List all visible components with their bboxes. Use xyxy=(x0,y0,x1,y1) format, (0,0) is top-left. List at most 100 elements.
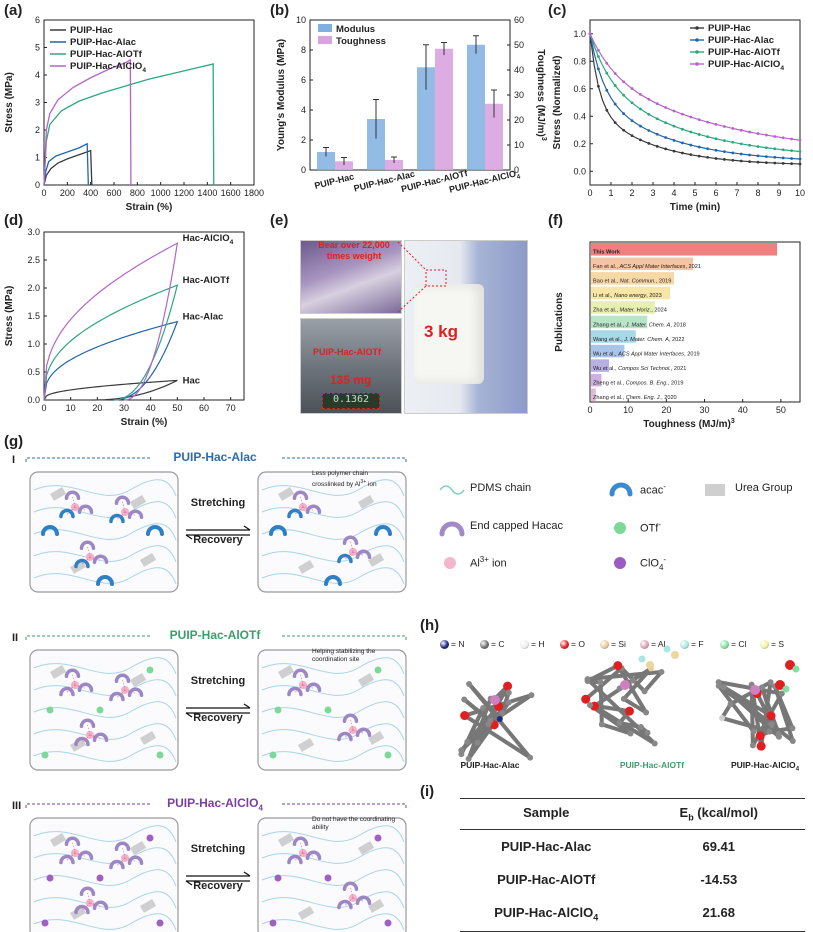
atom-swatch xyxy=(480,640,489,649)
series-line-alac xyxy=(589,33,801,160)
counter-ion xyxy=(274,706,282,714)
coordination-bond xyxy=(122,501,126,513)
urea-group xyxy=(278,833,295,847)
row-title: PUIP-Hac-Alac xyxy=(150,450,280,464)
x-tick-label: 800 xyxy=(130,188,145,198)
series-point xyxy=(714,122,718,126)
ligand xyxy=(342,535,359,546)
series-point xyxy=(756,154,760,158)
free-acac xyxy=(374,525,392,536)
series-line-alac xyxy=(43,142,89,186)
series-point xyxy=(613,121,617,125)
pdms-chain xyxy=(261,847,405,865)
ligand xyxy=(59,686,75,697)
toughness-bar xyxy=(591,388,596,401)
coordination-bond xyxy=(302,684,314,689)
chart-c-stress-relaxation: 0 1 2 3 4 5 6 7 8 9 10 0.0 0.2 0.4 0.6 0.8 1.0 Time (min)… xyxy=(552,19,805,213)
pdms-chain xyxy=(33,657,177,675)
series-point xyxy=(672,149,676,153)
atom xyxy=(727,701,734,708)
y-tick-label: 0.6 xyxy=(573,84,586,94)
atom xyxy=(616,720,623,727)
pdms-chain xyxy=(33,723,177,741)
molecule-name: PUIP-Hac-AlClO4 xyxy=(730,760,800,773)
cell-sample: PUIP-Hac-Alac xyxy=(501,838,592,854)
series-point xyxy=(790,137,793,141)
pdms-chain xyxy=(261,825,405,843)
x-axis-label: Toughness (MJ/m)3 xyxy=(643,418,735,430)
coordination-bond xyxy=(124,511,136,516)
series-point xyxy=(681,127,684,131)
otf-icon xyxy=(614,522,626,534)
atom xyxy=(755,731,765,741)
urea-group xyxy=(278,486,295,501)
series-point xyxy=(731,127,735,130)
pdms-chain xyxy=(261,657,405,675)
x-tick-label: 3 xyxy=(650,188,655,198)
series-point xyxy=(655,144,659,148)
x-tick-label: 9 xyxy=(776,188,781,198)
x-tick-label: 6 xyxy=(713,188,718,198)
x-tick-label: 20 xyxy=(92,403,102,413)
bond xyxy=(716,683,774,727)
series-point xyxy=(697,133,701,136)
atom xyxy=(466,681,473,688)
legend-marker xyxy=(695,50,699,54)
row-title: PUIP-Hac-AlOTf xyxy=(150,628,280,642)
counter-ion xyxy=(274,874,282,882)
photo-hand-grip xyxy=(300,240,402,314)
coordination-bond xyxy=(74,852,86,857)
series-point xyxy=(672,138,676,142)
legend-label: ClO4- xyxy=(640,555,667,572)
atom xyxy=(503,681,513,691)
series-point xyxy=(697,154,701,158)
ligand xyxy=(109,691,125,702)
series-point xyxy=(781,161,785,165)
series-line-alclo4 xyxy=(589,33,801,141)
ligand xyxy=(305,504,322,515)
series-point xyxy=(706,135,709,139)
y-tick-right-label: 40 xyxy=(514,65,524,75)
atom-label: = O xyxy=(571,639,585,649)
legend-entry: PUIP-Hac-Alac xyxy=(70,37,136,48)
counter-ion xyxy=(156,919,164,927)
series-point xyxy=(630,119,634,122)
publication-label: Li et al., Nano energy, 2023 xyxy=(593,293,662,299)
ligand xyxy=(292,668,309,679)
urea-group xyxy=(358,672,375,687)
coordination-bond xyxy=(87,546,91,558)
atom xyxy=(581,694,591,704)
clo4-icon xyxy=(614,557,626,569)
coordination-bond xyxy=(116,857,126,866)
series-point xyxy=(672,109,676,113)
row-title: PUIP-Hac-AlClO4 xyxy=(150,796,280,813)
x-tick-label: 40 xyxy=(738,405,748,415)
row-bracket xyxy=(25,635,407,640)
series-point xyxy=(697,118,701,122)
atom-swatch xyxy=(440,640,449,649)
free-acac xyxy=(146,525,164,536)
atom xyxy=(597,679,604,686)
atom xyxy=(461,696,468,703)
atom xyxy=(641,688,648,695)
series-line-hac xyxy=(43,149,93,186)
counter-ion xyxy=(96,706,104,714)
y-tick-label: 0 xyxy=(35,180,40,190)
urea-group xyxy=(129,841,147,855)
pdms-chain xyxy=(261,567,405,585)
series-point xyxy=(655,117,659,121)
y-tick-right-label: 60 xyxy=(514,15,524,25)
free-acac xyxy=(269,525,287,536)
y-tick-label: 2.0 xyxy=(27,283,40,293)
toughness-bar xyxy=(591,373,602,387)
x-tick-label: 40 xyxy=(146,403,156,413)
bar-modulus xyxy=(467,44,485,170)
y-axis-label: Stress (MPa) xyxy=(4,286,15,347)
series-point xyxy=(790,162,793,166)
annotation-note: Less polymer chain crosslinked by Al3+ i… xyxy=(312,470,377,489)
counter-ion xyxy=(146,834,154,842)
legend-swatch-toughness xyxy=(318,36,332,44)
header-eb: Eb (kcal/mol) xyxy=(679,805,758,823)
y-tick-label: 2.5 xyxy=(27,255,40,265)
x-tick-label: 1000 xyxy=(151,188,171,198)
